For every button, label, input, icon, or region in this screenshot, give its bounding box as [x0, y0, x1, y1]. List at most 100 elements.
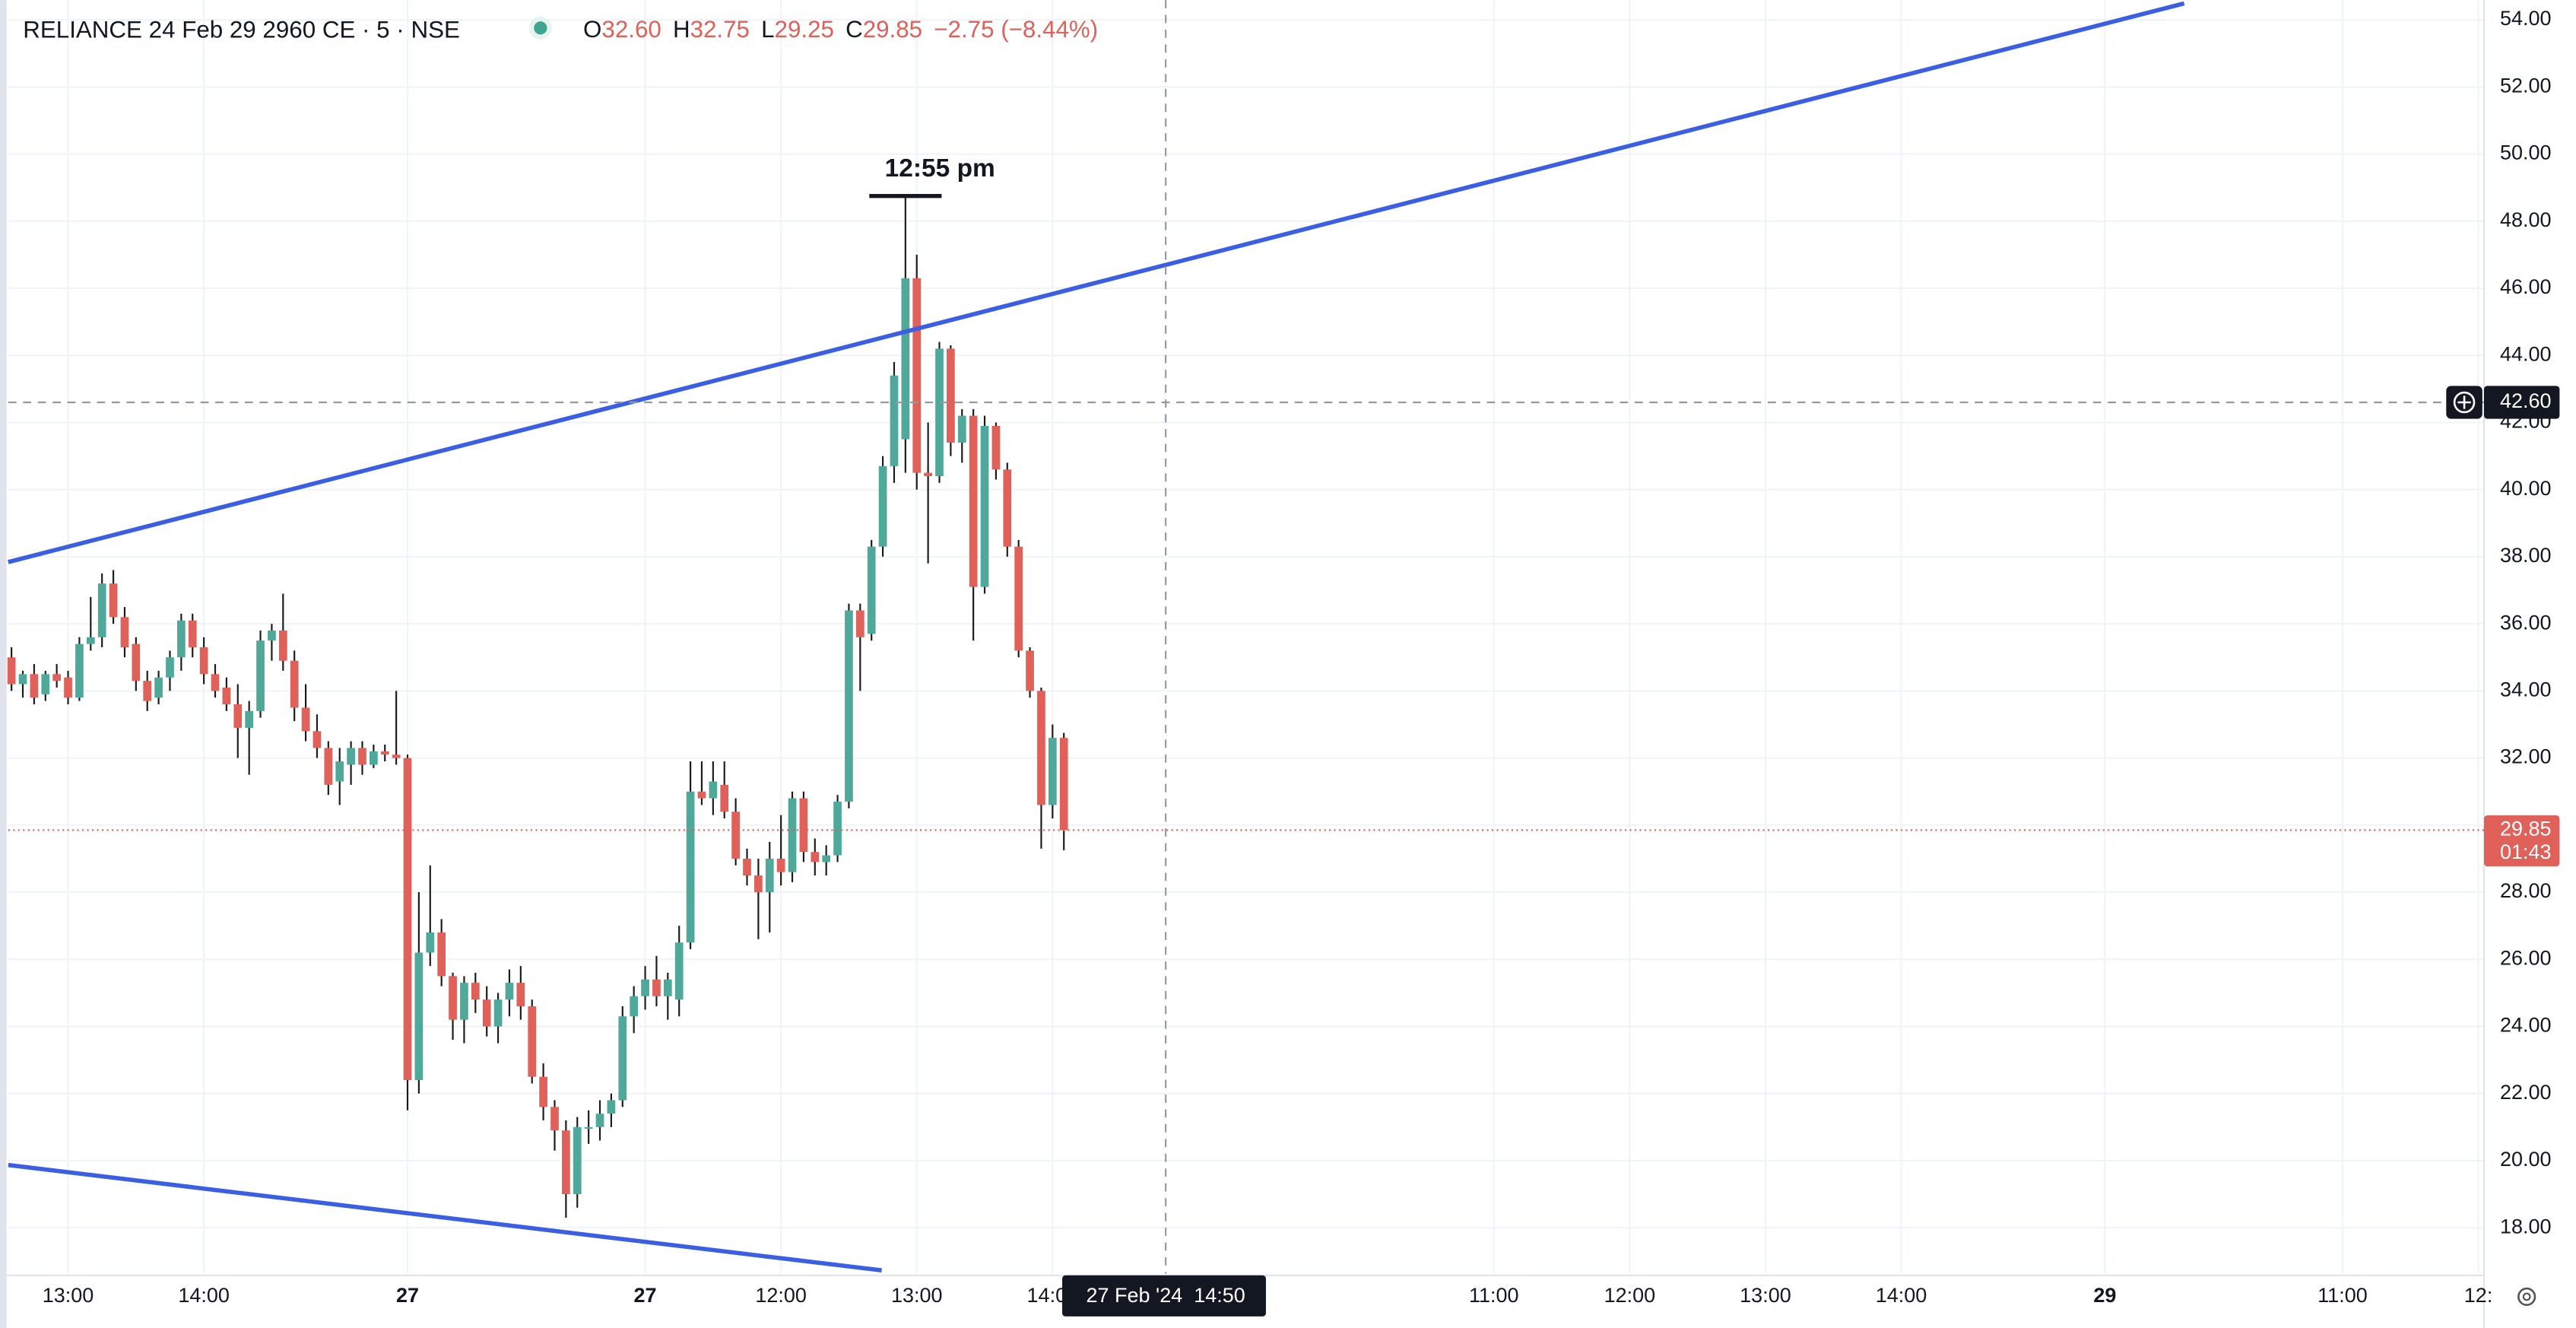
header-legend: RELIANCE 24 Feb 29 2960 CE · 5 · NSE O32…	[23, 16, 1098, 43]
candle-body	[278, 630, 287, 661]
low-key: L	[761, 16, 774, 43]
candle-body	[245, 710, 254, 728]
y-tick-label: 32.00	[2500, 745, 2552, 768]
y-tick-label: 34.00	[2500, 678, 2552, 701]
candle-body	[663, 979, 672, 996]
x-tick-label: 11:00	[2317, 1284, 2368, 1307]
candle-body	[867, 546, 876, 634]
candle-body	[811, 852, 820, 863]
x-tick-label: 27	[634, 1284, 657, 1307]
candle-body	[493, 999, 503, 1027]
candle-body	[166, 657, 174, 678]
candle-body	[595, 1114, 604, 1127]
y-tick-label: 22.00	[2500, 1081, 2552, 1104]
candle-body	[41, 674, 50, 694]
candle-body	[969, 415, 978, 587]
candle-body	[335, 761, 344, 782]
candle-body	[743, 858, 751, 875]
y-tick-label: 48.00	[2500, 208, 2552, 231]
y-tick-label: 20.00	[2500, 1148, 2552, 1171]
candle-body	[652, 979, 661, 996]
y-tick-label: 40.00	[2500, 477, 2552, 500]
candle-body	[855, 610, 864, 637]
y-tick-label: 24.00	[2500, 1014, 2552, 1037]
candle-body	[1026, 650, 1034, 691]
y-tick-label: 26.00	[2500, 946, 2552, 969]
status-dot	[534, 21, 547, 35]
candle-body	[30, 674, 39, 698]
annotation-label: 12:55 pm	[885, 154, 995, 183]
x-tick-label: 11:00	[1469, 1284, 1519, 1307]
y-tick-label: 36.00	[2500, 611, 2552, 634]
x-tick-label: 27	[396, 1284, 419, 1307]
candle-body	[845, 610, 853, 802]
y-tick-label: 18.00	[2500, 1215, 2552, 1237]
candle-body	[709, 781, 718, 799]
symbol-title: RELIANCE 24 Feb 29 2960 CE · 5 · NSE	[23, 16, 460, 43]
y-tick-label: 44.00	[2500, 342, 2552, 365]
candle-body	[641, 979, 649, 996]
candle-body	[799, 798, 808, 853]
candle-body	[414, 952, 424, 1081]
candle-body	[674, 942, 684, 1000]
candle-body	[324, 748, 333, 785]
candle-body	[686, 791, 695, 943]
candle-body	[7, 657, 16, 685]
x-tick-label: 14:00	[1876, 1284, 1927, 1307]
grid	[8, 0, 2484, 1274]
open-value: 32.60	[601, 16, 661, 43]
candle-body	[607, 1100, 616, 1114]
candle-body	[912, 278, 922, 473]
candle-body	[1014, 546, 1023, 651]
candle-body	[505, 983, 514, 1000]
settings-gear[interactable]	[2517, 1287, 2536, 1306]
candle-body	[697, 791, 706, 799]
add-alert-icon	[2453, 391, 2476, 414]
y-tick-label: 28.00	[2500, 879, 2552, 902]
candle-body	[222, 687, 231, 705]
candle-body	[539, 1076, 547, 1107]
candle-body	[776, 858, 785, 872]
candle-body	[765, 858, 774, 893]
y-tick-label: 38.00	[2500, 544, 2552, 567]
candle-body	[211, 674, 220, 691]
candle-body	[18, 674, 27, 685]
candle-body	[630, 996, 639, 1017]
candle-body	[358, 748, 366, 765]
ohlc-legend: O32.60 H32.75 L29.25 C29.85 −2.75 (−8.44%)	[583, 16, 1098, 43]
candle-body	[199, 647, 208, 675]
candle-body	[97, 583, 106, 637]
candle-body	[154, 677, 163, 698]
trend-line	[8, 1, 2185, 564]
candle-body	[1003, 469, 1012, 547]
candle-body	[109, 583, 118, 618]
candle-body	[301, 707, 310, 732]
candle-body	[256, 640, 265, 711]
plot-area	[7, 1, 2185, 1273]
candle-body	[52, 674, 62, 681]
candle-body	[312, 731, 322, 748]
settings-icon[interactable]	[2517, 1287, 2536, 1306]
crosshair-time-box	[1062, 1275, 1266, 1317]
axes: 18.0020.0022.0024.0026.0028.0030.0032.00…	[43, 7, 2552, 1307]
candle-body	[788, 798, 797, 872]
x-tick-label: 13:00	[1740, 1284, 1791, 1307]
candle-body	[890, 375, 899, 466]
candle-body	[720, 784, 729, 812]
y-tick-label: 50.00	[2500, 141, 2552, 164]
add-alert-plus	[2457, 396, 2471, 409]
candle-body	[584, 1126, 593, 1129]
candle-body	[550, 1107, 559, 1131]
y-tick-label: 54.00	[2500, 7, 2552, 30]
candle-body	[437, 932, 446, 977]
candle-body	[980, 425, 989, 587]
candle-body	[957, 415, 966, 443]
candle-body	[177, 620, 186, 658]
open-key: O	[583, 16, 601, 43]
countdown-label: 01:43	[2500, 840, 2552, 863]
x-tick-label: 29	[2093, 1284, 2116, 1307]
candle-body	[878, 465, 887, 547]
